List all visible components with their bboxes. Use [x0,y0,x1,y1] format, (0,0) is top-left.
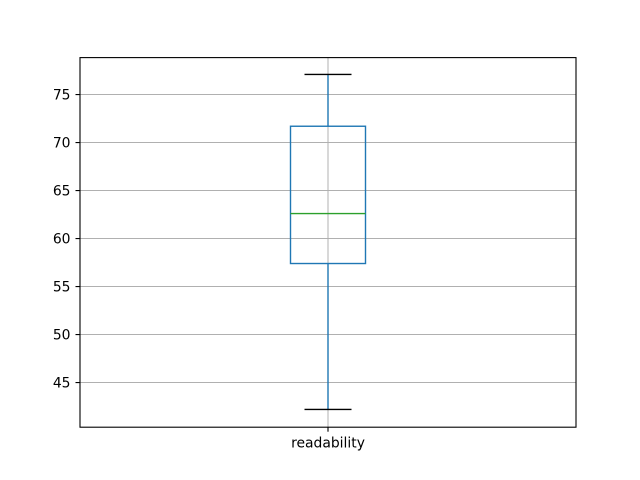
boxplot-layer [289,73,367,411]
y-tick-label: 70 [53,135,71,151]
axes-layer: 45 50 55 60 65 70 75 readability [53,57,577,451]
y-tick-label: 55 [53,279,71,295]
x-tick-label: readability [291,435,365,451]
y-tick-label: 65 [53,183,71,199]
y-tick-label: 60 [53,231,71,247]
y-tick-label: 75 [53,87,71,103]
y-tick-label: 50 [53,327,71,343]
y-tick-label: 45 [53,375,71,391]
iqr-box [289,125,367,265]
